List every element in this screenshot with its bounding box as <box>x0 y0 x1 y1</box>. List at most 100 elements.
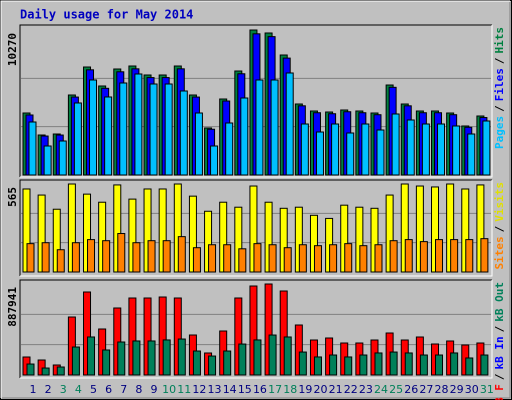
bar <box>147 340 156 376</box>
bar <box>404 239 413 273</box>
x-tick-label: 14 <box>223 383 237 396</box>
bar <box>147 240 156 273</box>
bar <box>346 132 355 176</box>
legend-item: kB Out <box>493 282 506 322</box>
bar <box>162 240 171 273</box>
bar <box>41 367 50 376</box>
bar <box>26 363 35 376</box>
bar <box>132 242 141 273</box>
bar <box>389 351 398 376</box>
bar <box>285 72 294 176</box>
bar <box>389 240 398 273</box>
legend-separator: / <box>493 105 506 112</box>
legend-separator: / <box>493 57 506 64</box>
x-tick-label: 30 <box>465 383 479 396</box>
bar <box>465 239 474 273</box>
x-tick-label: 3 <box>60 383 67 396</box>
bar <box>255 79 264 176</box>
bar <box>238 248 247 273</box>
bar <box>359 245 368 273</box>
x-tick-label: 15 <box>238 383 252 396</box>
bar <box>419 241 428 273</box>
bar <box>253 339 262 376</box>
legend-item: Files <box>493 68 506 101</box>
legend-item: Pages <box>493 116 506 149</box>
bar <box>225 122 234 176</box>
bar <box>102 349 111 376</box>
bar <box>208 244 217 273</box>
x-tick-label: 8 <box>135 383 142 396</box>
bar <box>268 334 277 376</box>
bar <box>344 356 353 376</box>
bar <box>102 240 111 273</box>
bar <box>210 145 219 176</box>
bar <box>298 244 307 273</box>
bar <box>374 244 383 273</box>
legend: Pages / Files / Hits <box>493 27 506 149</box>
bar <box>56 366 65 376</box>
bar <box>134 73 143 176</box>
bar <box>223 350 232 376</box>
bar <box>87 336 96 376</box>
x-tick-label: 6 <box>105 383 112 396</box>
x-tick-label: 2 <box>45 383 52 396</box>
bar <box>450 239 459 273</box>
x-tick-label: 13 <box>208 383 222 396</box>
bar <box>249 185 258 273</box>
bar <box>298 351 307 376</box>
legend-item: Sites <box>493 236 506 269</box>
bar <box>313 245 322 273</box>
bar <box>56 249 65 273</box>
x-tick-label: 22 <box>344 383 358 396</box>
bar <box>406 119 415 176</box>
legend-item: kB In <box>493 336 506 369</box>
x-tick-label: 27 <box>419 383 433 396</box>
panel-bevel <box>20 280 493 379</box>
x-tick-label: 7 <box>120 383 127 396</box>
x-tick-label: 9 <box>151 383 158 396</box>
bar <box>300 123 309 176</box>
panel-bevel <box>19 24 492 177</box>
bar <box>192 350 201 376</box>
bar <box>43 145 52 176</box>
bar <box>359 354 368 376</box>
panel-bevel <box>20 180 493 277</box>
bar <box>132 340 141 376</box>
bar <box>223 244 232 273</box>
legend: Sites / Visits <box>493 182 506 270</box>
bar <box>480 354 489 376</box>
bar <box>452 125 461 176</box>
bar <box>465 357 474 376</box>
bar <box>240 97 249 176</box>
x-tick-label: 31 <box>480 383 494 396</box>
bar <box>26 243 35 273</box>
bar <box>419 354 428 376</box>
x-tick-label: 10 <box>162 383 176 396</box>
x-tick-label: 11 <box>177 383 191 396</box>
x-tick-label: 23 <box>359 383 373 396</box>
bar <box>391 113 400 176</box>
panel-bevel <box>19 279 492 378</box>
x-tick-label: 28 <box>435 383 449 396</box>
bar <box>268 244 277 273</box>
bar <box>482 120 491 176</box>
bar <box>283 247 292 273</box>
bar <box>315 131 324 176</box>
bar <box>283 336 292 376</box>
x-tick-label: 21 <box>329 383 343 396</box>
panel-bevel <box>20 25 493 178</box>
legend-separator: / <box>493 325 506 332</box>
x-tick-label: 12 <box>192 383 206 396</box>
bar <box>344 243 353 273</box>
bar <box>149 83 158 176</box>
bar <box>238 343 247 376</box>
bar <box>71 242 80 273</box>
bar <box>164 83 173 176</box>
legend-item: Hits <box>493 27 506 54</box>
x-tick-label: 26 <box>404 383 418 396</box>
bar <box>194 112 203 176</box>
x-tick-label: 24 <box>374 383 388 396</box>
legend-separator: / <box>493 373 506 380</box>
